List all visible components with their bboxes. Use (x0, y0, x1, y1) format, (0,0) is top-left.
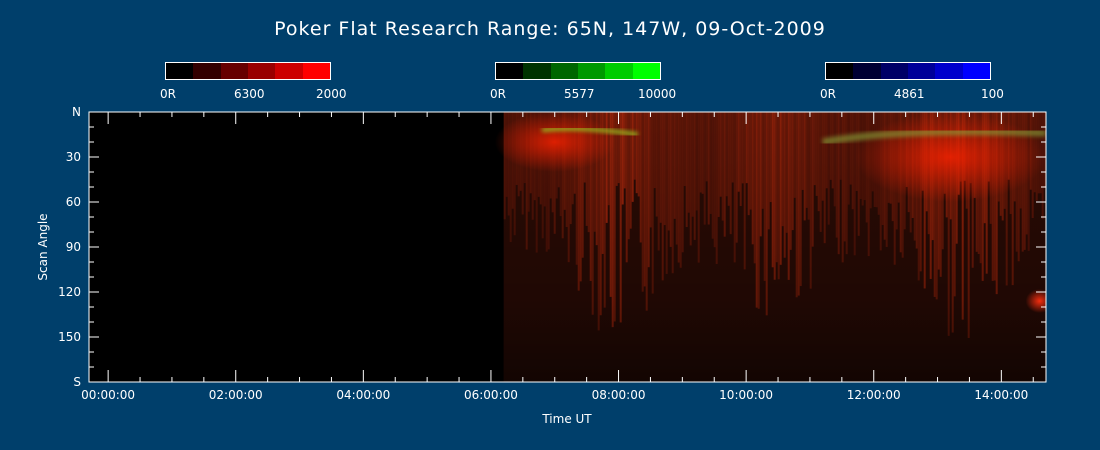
y-tick-label: N (72, 105, 81, 119)
colorbar-4861 (825, 62, 991, 80)
colorbar-4861-segment (853, 63, 881, 79)
colorbar-5577-segment (496, 63, 524, 79)
x-axis-title: Time UT (541, 412, 592, 426)
x-tick-label: 12:00:00 (847, 388, 901, 402)
y-tick-label: 60 (66, 195, 81, 209)
x-tick-label: 06:00:00 (464, 388, 518, 402)
x-tick-label: 00:00:00 (81, 388, 135, 402)
x-tick-label: 08:00:00 (592, 388, 646, 402)
y-tick-label: 30 (66, 150, 81, 164)
red-glow-region (855, 112, 1046, 202)
red-glow-region (494, 112, 615, 172)
colorbar-4861-max-label: 100 (981, 87, 1004, 101)
colorbar-4861-segment (907, 63, 936, 79)
colorbar-4861-segment (962, 63, 990, 79)
colorbar-6300-segment (220, 63, 248, 79)
colorbar-5577-segment (605, 63, 633, 79)
green-arc (822, 128, 1046, 146)
colorbar-5577-min-label: 0R (490, 87, 506, 101)
colorbar-6300-min-label: 0R (160, 87, 176, 101)
red-glow-spot (1025, 289, 1046, 313)
x-tick-label: 10:00:00 (719, 388, 773, 402)
x-tick-label: 04:00:00 (336, 388, 390, 402)
colorbar-4861-min-label: 0R (820, 87, 836, 101)
x-tick-label: 02:00:00 (209, 388, 263, 402)
aurora-emission-image (494, 112, 1046, 382)
colorbar-6300-segment (302, 63, 330, 79)
colorbar-4861-name-label: 4861 (894, 87, 925, 101)
y-axis: N 30 60 90 120 150 S (58, 105, 1046, 389)
y-tick-label: 150 (58, 330, 81, 344)
chart-title: Poker Flat Research Range: 65N, 147W, 09… (274, 18, 826, 40)
y-tick-label: 90 (66, 240, 81, 254)
colorbar-5577-max-label: 10000 (638, 87, 677, 101)
colorbar-5577-segment (632, 63, 660, 79)
colorbar-6300-segment (275, 63, 303, 79)
y-tick-label: 120 (58, 285, 81, 299)
colorbar-6300-max-label: 2000 (316, 87, 347, 101)
colorbar-6300-segment (166, 63, 194, 79)
x-tick-label: 14:00:00 (974, 388, 1028, 402)
colorbar-6300-name-label: 6300 (234, 87, 265, 101)
colorbar-5577 (495, 62, 661, 80)
green-arc (541, 126, 638, 137)
y-axis-title: Scan Angle (36, 213, 50, 280)
colorbar-4861-segment (826, 63, 854, 79)
colorbar-4861-segment (935, 63, 963, 79)
colorbar-6300-segment (247, 63, 276, 79)
colorbar-6300 (165, 62, 331, 80)
y-tick-label: S (73, 375, 81, 389)
colorbar-6300-segment (193, 63, 221, 79)
colorbar-4861-segment (880, 63, 908, 79)
x-axis: 00:00:00 02:00:00 04:00:00 06:00:00 08:00:00… (81, 112, 1034, 402)
colorbar-5577-segment (550, 63, 578, 79)
colorbar-5577-segment (523, 63, 551, 79)
colorbar-5577-name-label: 5577 (564, 87, 595, 101)
colorbar-5577-segment (577, 63, 606, 79)
